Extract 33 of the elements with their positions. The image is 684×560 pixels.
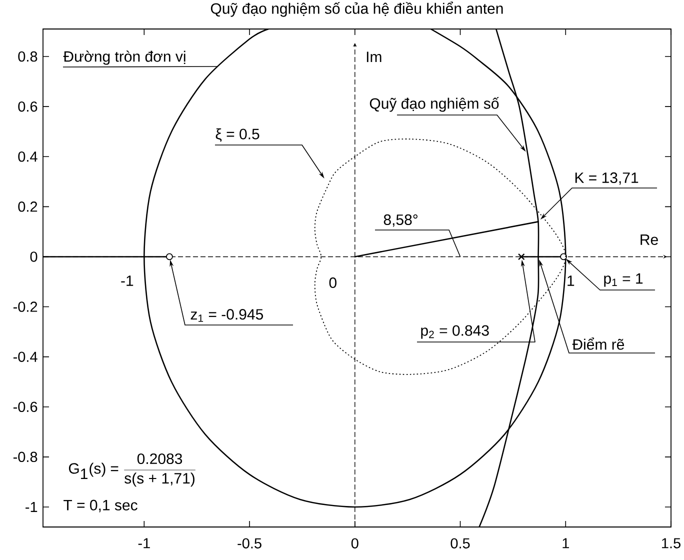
annotation: ξ = 0.5 bbox=[216, 128, 260, 142]
y-tick-label: 0.6 bbox=[18, 101, 38, 112]
annotation: Điểm rẽ bbox=[572, 338, 624, 350]
y-tick-label: -0.2 bbox=[13, 302, 38, 312]
x-tick-label: 0 bbox=[351, 538, 358, 548]
y-tick-label: -1 bbox=[26, 502, 38, 512]
annotation: K = 13,71 bbox=[575, 172, 638, 185]
annotation: 0 bbox=[329, 277, 336, 288]
annotation: p$_{2}$ = 0.843 bbox=[421, 325, 489, 339]
y-tick-label: 0.4 bbox=[18, 151, 38, 162]
annotation: Quỹ đạo nghiệm số bbox=[370, 97, 499, 112]
y-tick-label: -0.8 bbox=[13, 452, 38, 462]
annotation: T = 0,1 sec bbox=[64, 500, 138, 512]
y-tick-label: 0.8 bbox=[18, 51, 38, 62]
annotation: 8,58° bbox=[384, 214, 418, 227]
y-tick-label: -0.6 bbox=[13, 402, 38, 412]
x-tick-label: -1 bbox=[138, 538, 150, 548]
annotation: $\textrm{G}_{\textrm{1}}\textrm{(s)} \mathrel{\textrm{=}} \frac{\textrm{0.2083}}{\textrm{s(s + 1,71)}}$ bbox=[68, 453, 196, 487]
y-tick-label: 0 bbox=[30, 252, 38, 262]
x-tick-label: 1 bbox=[562, 538, 569, 548]
x-tick-label: -0.5 bbox=[238, 538, 262, 548]
annotation: z$_{1}$ = -0.945 bbox=[190, 309, 264, 322]
x-axis-title: Re bbox=[640, 234, 658, 245]
x-tick-label: 1.5 bbox=[662, 538, 680, 548]
x-tick-label: 0.5 bbox=[450, 538, 470, 548]
annotation: 1 bbox=[568, 276, 574, 286]
y-tick-label: -0.4 bbox=[13, 352, 38, 362]
chart-title: Quỹ đạo nghiệm số của hệ điều khiển anten bbox=[210, 2, 503, 17]
y-tick-label: 0.2 bbox=[18, 202, 38, 212]
y-axis-title: Im bbox=[366, 52, 382, 62]
annotation: Đường tròn đơn vị bbox=[63, 50, 186, 65]
annotation: -1 bbox=[121, 276, 134, 286]
annotation: p$_{1}$ = 1 bbox=[604, 273, 643, 287]
